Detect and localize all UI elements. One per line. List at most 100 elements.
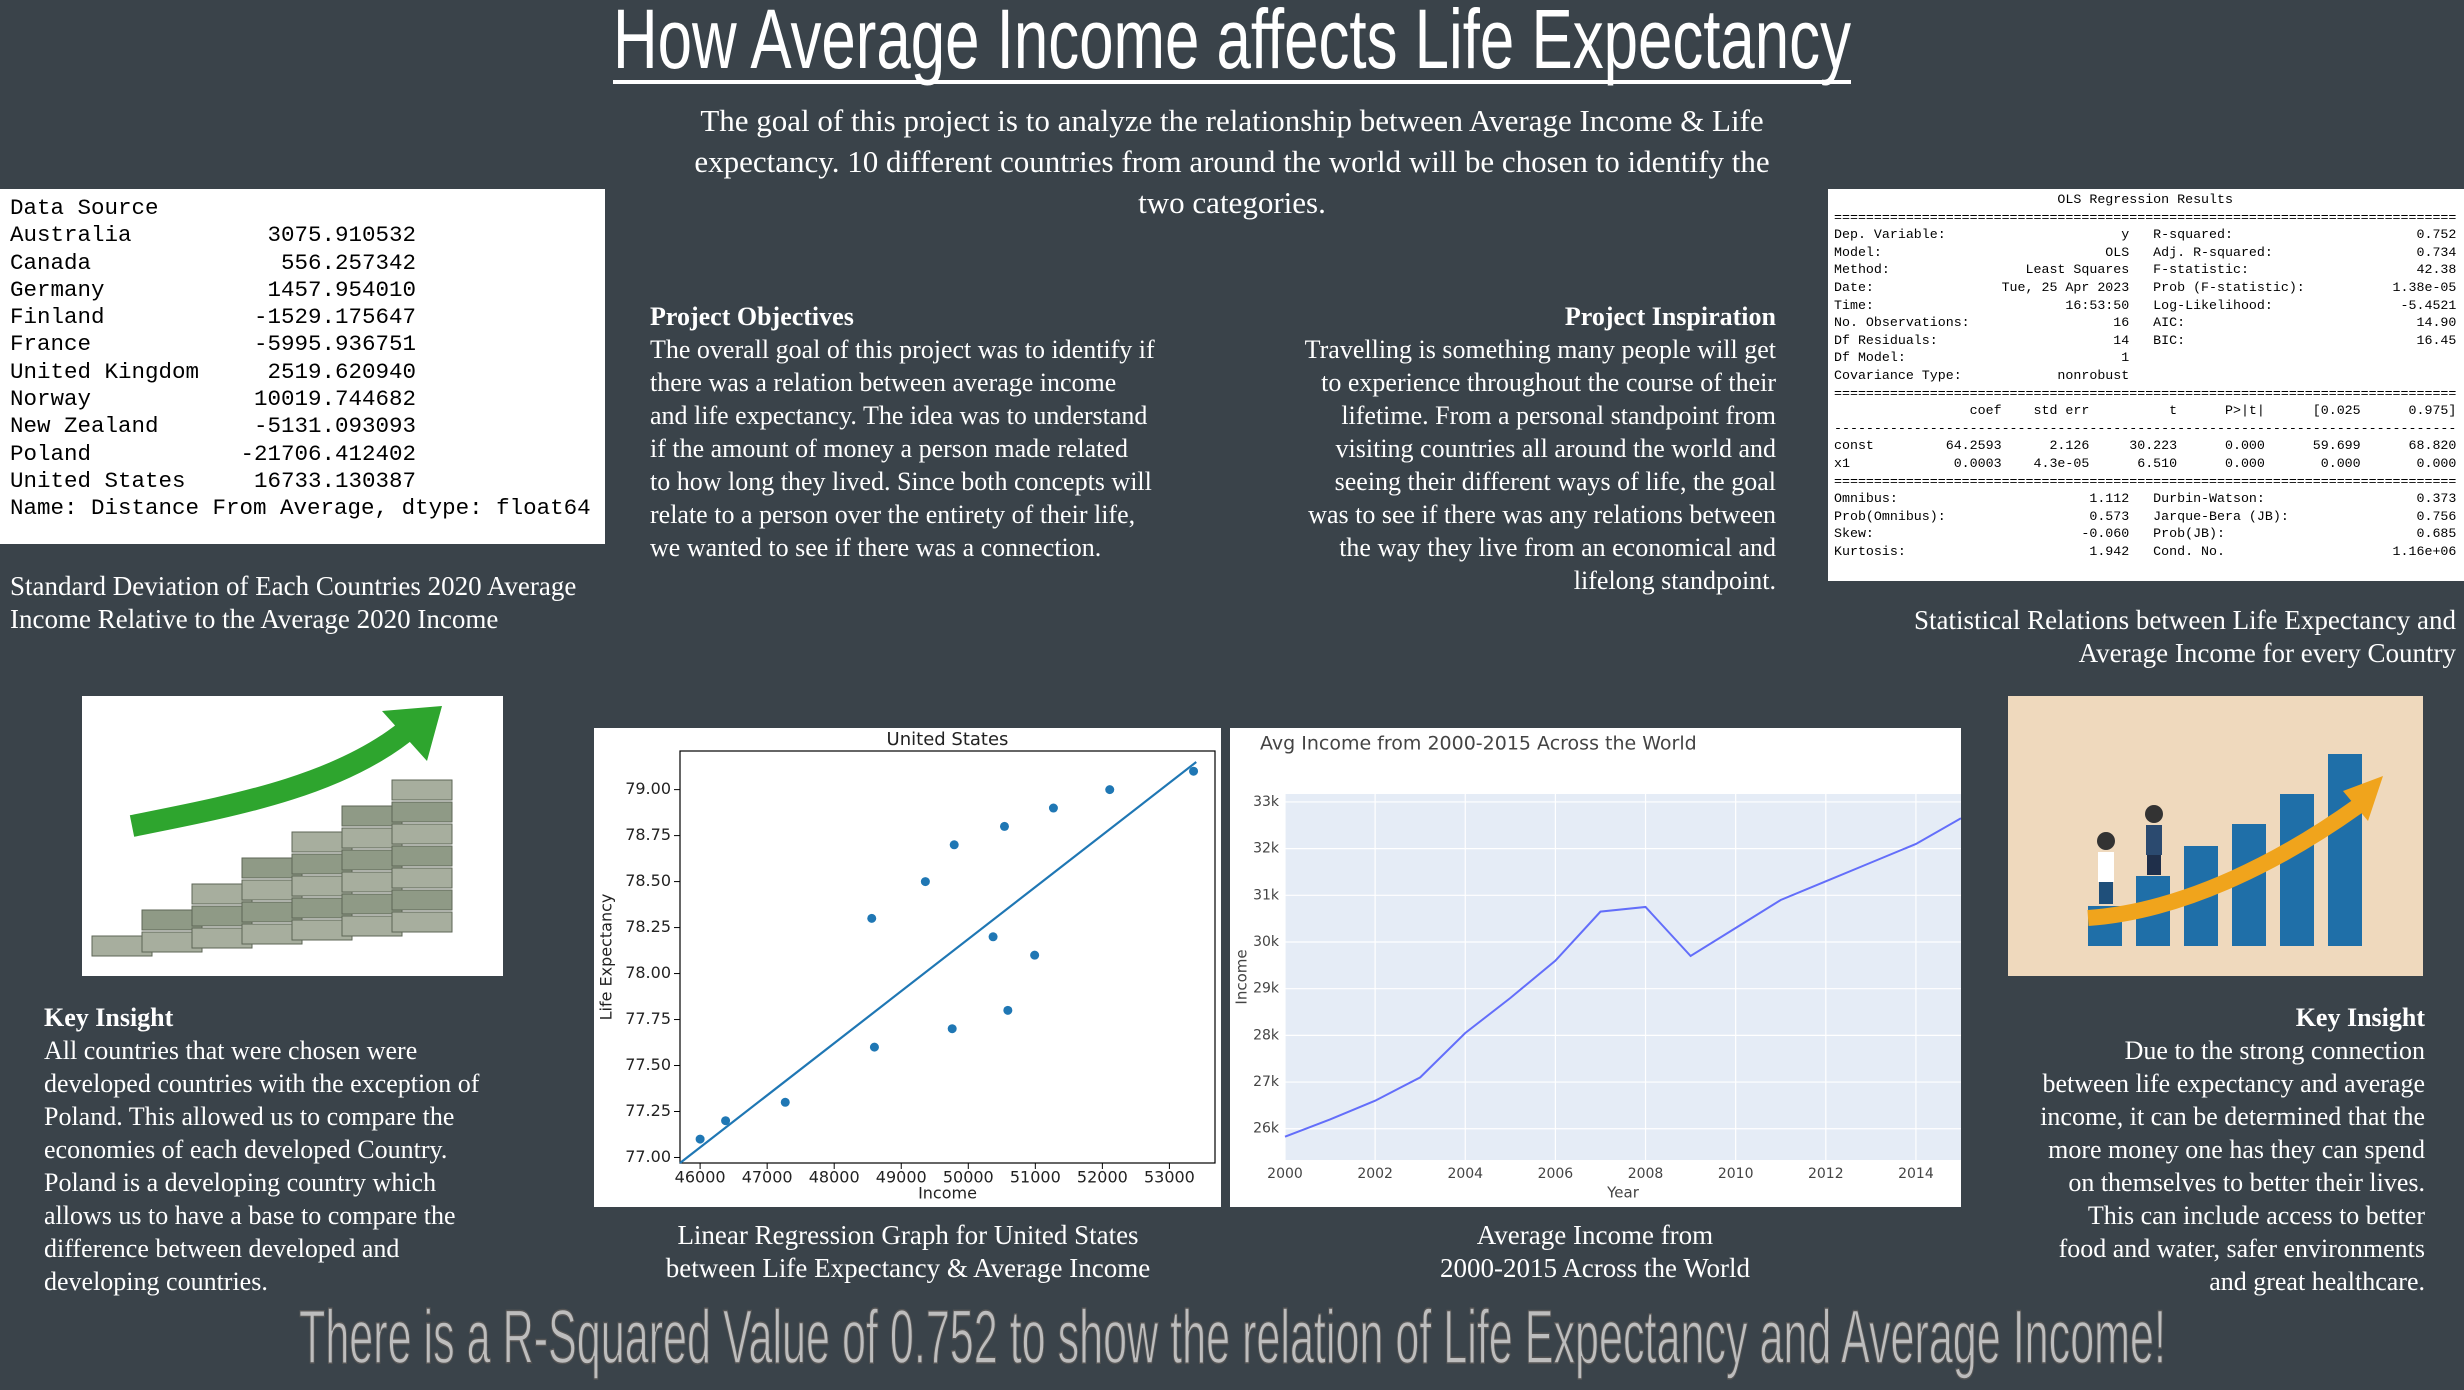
table-row: New Zealand -5131.093093	[10, 413, 416, 440]
plot-frame	[679, 750, 1216, 1164]
text-line: on themselves to better their lives.	[2068, 1168, 2425, 1197]
arrow	[129, 717, 420, 837]
text-line: economies of each developed Country.	[44, 1135, 448, 1164]
y-tick-label: 77.00	[625, 1147, 671, 1166]
value: 556.257342	[280, 249, 416, 276]
x-axis-label: Income	[918, 1184, 977, 1203]
x-tick-label: 2012	[1808, 1166, 1844, 1182]
ols-table: OLS Regression Results =================…	[1828, 189, 2464, 581]
chart-caption: Linear Regression Graph for United State…	[608, 1219, 1208, 1285]
text-line: Average Income from	[1476, 1220, 1714, 1250]
text-line: Due to the strong connection	[2124, 1036, 2425, 1065]
person-legs	[2147, 855, 2161, 875]
heading: Project Objectives	[650, 302, 854, 331]
money-stack	[391, 845, 453, 867]
text-line: Df Model: 1	[1834, 350, 2457, 366]
text-line: Linear Regression Graph for United State…	[677, 1220, 1139, 1250]
text-line: there was a relation between average inc…	[650, 368, 1117, 397]
chart-title: United States	[887, 729, 1009, 750]
x-tick-label: 48000	[809, 1168, 860, 1187]
text-line: Income Relative to the Average 2020 Inco…	[10, 604, 499, 634]
country: United Kingdom	[10, 358, 200, 385]
text-line: income, it can be determined that the	[2040, 1102, 2425, 1131]
point	[1030, 950, 1040, 960]
point	[1048, 803, 1058, 813]
arrow-head	[382, 706, 442, 761]
point	[1105, 785, 1115, 795]
bar-icon	[2328, 754, 2362, 946]
table-row: Norway 10019.744682	[10, 386, 416, 413]
text-line: Travelling is something many people will…	[1304, 335, 1776, 364]
text-line: No. Observations: 16 AIC: 14.90	[1834, 315, 2457, 331]
text-line: The goal of this project is to analyze t…	[700, 103, 1764, 138]
paragraph: Travelling is something many people will…	[1216, 333, 1776, 597]
data-table: Data Source Australia 3075.910532 Canada 55…	[0, 189, 605, 544]
money-stack	[391, 889, 453, 911]
text-line: Prob(Omnibus): 0.573 Jarque-Bera (JB): 0…	[1834, 508, 2457, 524]
y-tick-label: 78.25	[625, 917, 671, 936]
heading: Key Insight	[44, 1003, 174, 1032]
value: 3075.910532	[267, 222, 416, 249]
text-line: between life expectancy and average	[2042, 1069, 2425, 1098]
y-tick-label: 27k	[1253, 1074, 1280, 1090]
paragraph: Due to the strong connection between life…	[1905, 1034, 2425, 1298]
poster-title: How Average Income affects Life Expectan…	[613, 0, 1851, 86]
point	[721, 1116, 731, 1126]
text-line: allows us to have a base to compare the	[44, 1201, 456, 1230]
value: -21706.412402	[240, 440, 416, 467]
text-line: Statistical Relations between Life Expec…	[1913, 605, 2456, 635]
arrow-head	[2343, 776, 2383, 821]
inspiration: Project Inspiration Travelling is someth…	[1216, 300, 1776, 597]
point	[920, 877, 930, 887]
money-image	[82, 696, 503, 976]
ols-caption: Statistical Relations between Life Expec…	[1756, 604, 2456, 670]
money-stack	[391, 779, 453, 801]
arrow	[2087, 799, 2363, 926]
point	[988, 932, 998, 942]
country: Norway	[10, 386, 92, 413]
table-row: United Kingdom 2519.620940	[10, 359, 416, 386]
text-line: Covariance Type: nonrobust	[1834, 367, 2457, 383]
table-row: Germany 1457.954010	[10, 277, 416, 304]
table-caption: Standard Deviation of Each Countries 202…	[10, 570, 576, 636]
value: 1457.954010	[267, 276, 416, 303]
text-line: Skew: -0.060 Prob(JB): 0.685	[1834, 526, 2457, 542]
text-line: to how long they lived. Since both conce…	[650, 467, 1152, 496]
text-line: and life expectancy. The idea was to und…	[650, 401, 1148, 430]
text-line: the way they live from an economical and	[1339, 533, 1776, 562]
y-tick-label: 78.00	[625, 963, 671, 982]
text-line: ----------------------------------------…	[1834, 420, 2457, 436]
text-line: Dep. Variable: y R-squared: 0.752	[1834, 227, 2457, 243]
text-line: difference between developed and	[44, 1234, 400, 1263]
text-line: visiting countries all around the world …	[1335, 434, 1776, 463]
country: New Zealand	[10, 413, 159, 440]
y-tick-label: 26k	[1253, 1121, 1280, 1137]
y-tick-label: 78.75	[625, 825, 671, 844]
text-line: Standard Deviation of Each Countries 202…	[10, 571, 577, 601]
text-line: OLS Regression Results	[1834, 192, 2457, 207]
text-line: x1 0.0003 4.3e-05 6.510 0.000 0.000 0.00…	[1834, 455, 2457, 471]
text-line: Date: Tue, 25 Apr 2023 Prob (F-statistic…	[1834, 279, 2457, 295]
money-stack	[391, 911, 453, 933]
text-line: const 64.2593 2.126 30.223 0.000 59.699 …	[1834, 438, 2457, 454]
y-tick-label: 31k	[1253, 887, 1280, 903]
y-tick-label: 79.00	[625, 779, 671, 798]
table-row: United States 16733.130387	[10, 468, 416, 495]
table-row: France -5995.936751	[10, 331, 416, 358]
money-stack	[391, 867, 453, 889]
point	[1189, 766, 1199, 776]
x-tick-label: 46000	[675, 1168, 726, 1187]
text-line: 2000-2015 Across the World	[1439, 1253, 1751, 1283]
key-insight-right: Key Insight Due to the strong connection…	[1905, 1001, 2425, 1298]
text-line: Kurtosis: 1.942 Cond. No. 1.16e+06	[1834, 543, 2457, 559]
title-underline	[613, 80, 1851, 84]
point	[869, 1042, 879, 1052]
text-line: coef std err t P>|t| [0.025 0.975]	[1834, 403, 2457, 419]
text-line: developing countries.	[44, 1267, 268, 1296]
country: Australia	[10, 222, 132, 249]
money-stack	[391, 801, 453, 823]
text-line: ========================================…	[1834, 209, 2457, 225]
text-line: lifelong standpoint.	[1573, 566, 1776, 595]
y-tick-label: 77.50	[625, 1055, 671, 1074]
value: -1529.175647	[253, 304, 416, 331]
